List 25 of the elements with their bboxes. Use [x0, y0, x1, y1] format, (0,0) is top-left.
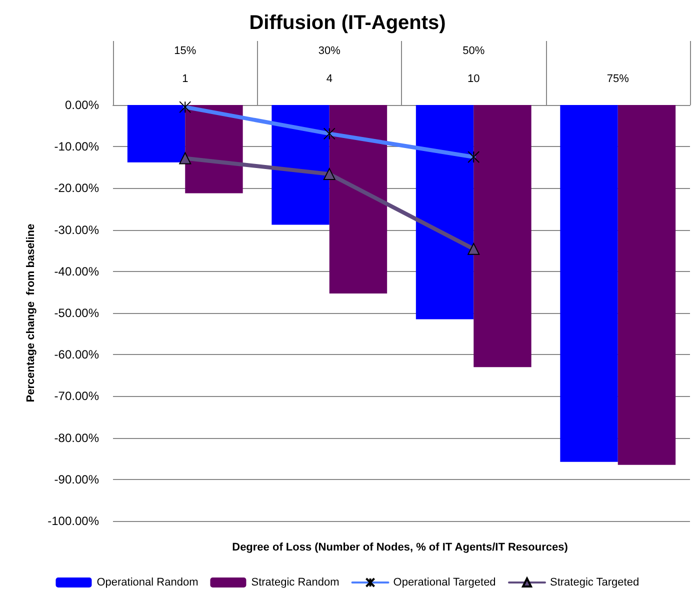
chart-title: Diffusion (IT-Agents) [249, 12, 446, 34]
legend-label: Strategic Targeted [550, 576, 640, 588]
y-tick-label: -40.00% [54, 264, 100, 278]
legend-label: Operational Targeted [393, 576, 496, 588]
y-tick-label: -60.00% [54, 348, 100, 362]
y-tick-label: 0.00% [64, 98, 100, 112]
category-label: 15% 1 [174, 45, 196, 85]
y-tick-label: -10.00% [54, 140, 100, 154]
y-tick-label: -20.00% [54, 181, 100, 196]
y-tick-label: -80.00% [54, 430, 100, 445]
category-label: 30% 4 [318, 45, 340, 85]
y-tick-label: -70.00% [54, 389, 100, 404]
legend-label: Operational Random [96, 576, 198, 588]
x-tick-label: 75% [606, 73, 630, 85]
legend-label: Strategic Random [251, 576, 340, 588]
y-tick-label: -50.00% [54, 306, 100, 320]
y-tick-label: -100.00% [48, 514, 100, 528]
point [179, 152, 192, 164]
point [468, 242, 480, 255]
y-axis-title: Percentage change from baseline [25, 224, 38, 402]
x-axis-title: Degree of Loss (Number of Nodes, % of IT Agents/IT Resources) [232, 542, 568, 554]
y-tick-label: -90.00% [54, 472, 100, 486]
y-tick-label: -30.00% [54, 222, 100, 237]
point [323, 168, 336, 180]
category-label: 50% 10 [462, 45, 485, 85]
